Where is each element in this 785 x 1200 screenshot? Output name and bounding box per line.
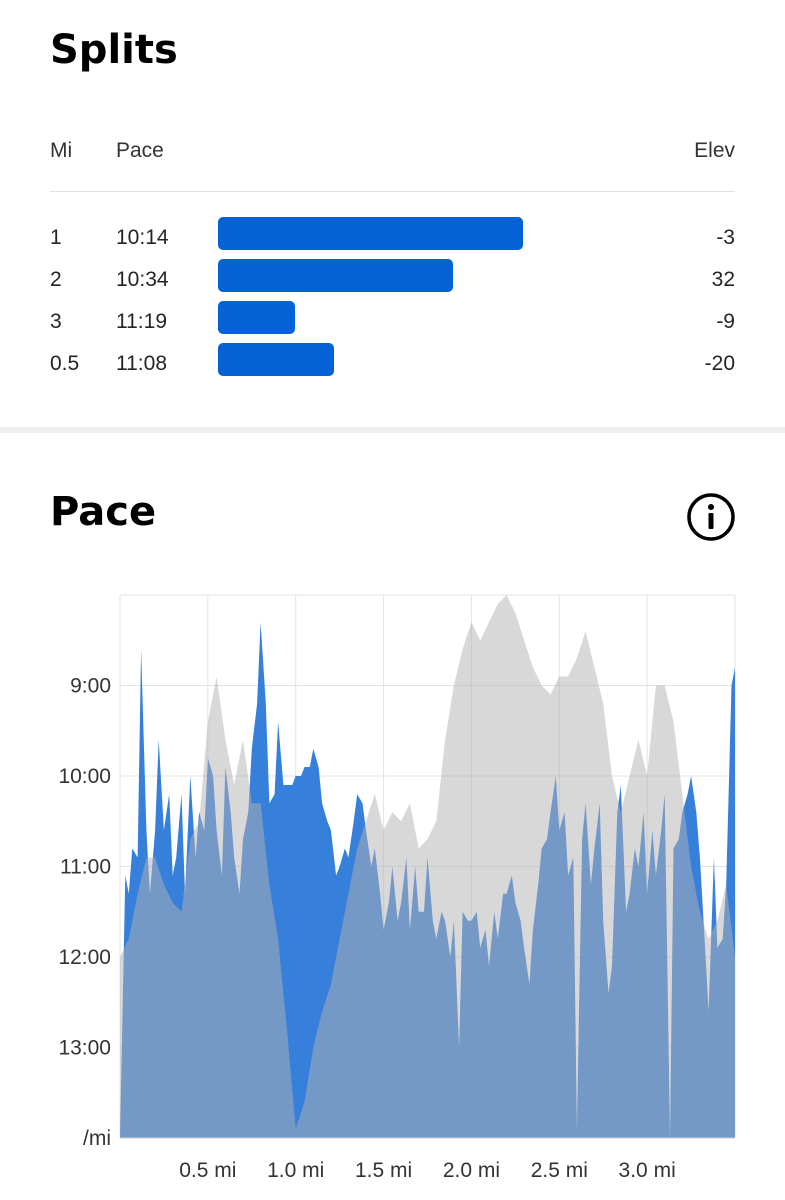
split-mile: 0.5	[50, 352, 80, 375]
y-tick-label: 10:00	[58, 765, 111, 788]
info-icon[interactable]	[686, 492, 736, 542]
splits-header-pace: Pace	[116, 139, 164, 162]
splits-title: Splits	[50, 27, 178, 73]
x-tick-label: 0.5 mi	[179, 1159, 236, 1182]
split-row: 2 10:34 32	[0, 259, 785, 301]
chart-areas	[120, 595, 735, 1138]
split-row: 0.5 11:08 -20	[0, 343, 785, 385]
split-elevation: -3	[716, 226, 735, 249]
x-tick-label: 3.0 mi	[619, 1159, 676, 1182]
splits-header-divider	[50, 191, 735, 192]
split-mile: 2	[50, 268, 62, 291]
splits-header-mi: Mi	[50, 139, 73, 162]
pace-chart: 9:00 10:00 11:00 12:00 13:00/mi 0.5 mi 1.0 mi 1…	[58, 594, 736, 1182]
split-pace-bar	[218, 259, 453, 292]
split-pace-bar	[218, 217, 523, 250]
split-row: 3 11:19 -9	[0, 301, 785, 343]
split-mile: 1	[50, 226, 62, 249]
y-tick-label: 11:00	[60, 856, 111, 879]
section-separator	[0, 427, 785, 433]
split-elevation: 32	[711, 268, 735, 291]
y-tick-label: 13:00	[58, 1037, 111, 1060]
x-tick-label: 1.0 mi	[267, 1159, 324, 1182]
split-elevation: -9	[716, 310, 735, 333]
split-pace: 11:08	[116, 352, 167, 375]
split-pace: 10:14	[116, 226, 169, 249]
pace-title: Pace	[50, 489, 157, 535]
split-elevation: -20	[704, 352, 735, 375]
x-tick-label: 1.5 mi	[355, 1159, 412, 1182]
split-mile: 3	[50, 310, 62, 333]
chart-axes: 9:00 10:00 11:00 12:00 13:00/mi 0.5 mi 1.0 mi 1…	[58, 675, 735, 1182]
y-tick-label: 9:00	[70, 675, 111, 698]
split-pace-bar	[218, 343, 334, 376]
x-tick-label: 2.0 mi	[443, 1159, 500, 1182]
elevation-area	[120, 595, 735, 1138]
split-pace: 11:19	[116, 310, 167, 333]
y-tick-label: /mi	[83, 1127, 111, 1150]
split-row: 1 10:14 -3	[0, 217, 785, 259]
y-tick-label: 12:00	[58, 946, 111, 969]
split-pace-bar	[218, 301, 295, 334]
splits-header-elev: Elev	[694, 139, 735, 162]
split-pace: 10:34	[116, 268, 169, 291]
x-tick-label: 2.5 mi	[531, 1159, 588, 1182]
